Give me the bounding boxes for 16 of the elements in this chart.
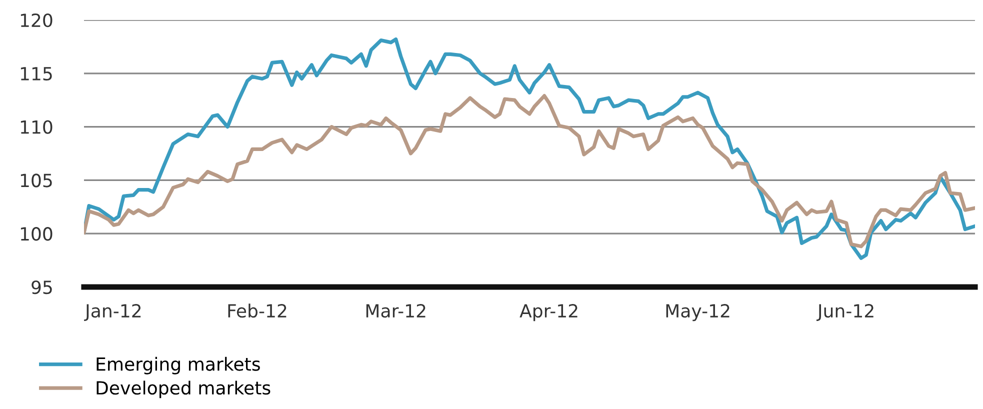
y-tick-label: 110 bbox=[20, 120, 52, 134]
x-tick-label: May-12 bbox=[666, 304, 730, 322]
x-tick-label: Jan-12 bbox=[84, 304, 141, 321]
legend-label: Emerging markets bbox=[96, 356, 260, 374]
x-tick-label: Apr-12 bbox=[520, 304, 578, 322]
line-series bbox=[84, 94, 975, 248]
y-tick-label: 115 bbox=[20, 67, 52, 81]
line-series bbox=[84, 37, 975, 260]
x-tick-label: Mar-12 bbox=[366, 304, 426, 318]
y-tick-label: 105 bbox=[20, 174, 52, 188]
legend-label: Developed markets bbox=[96, 380, 270, 398]
x-tick-label: Feb-12 bbox=[228, 304, 286, 318]
y-tick-label: 100 bbox=[20, 227, 52, 241]
x-tick-label: Jun-12 bbox=[816, 304, 874, 321]
y-tick-label: 120 bbox=[20, 13, 52, 28]
y-tick-label: 95 bbox=[32, 280, 52, 294]
